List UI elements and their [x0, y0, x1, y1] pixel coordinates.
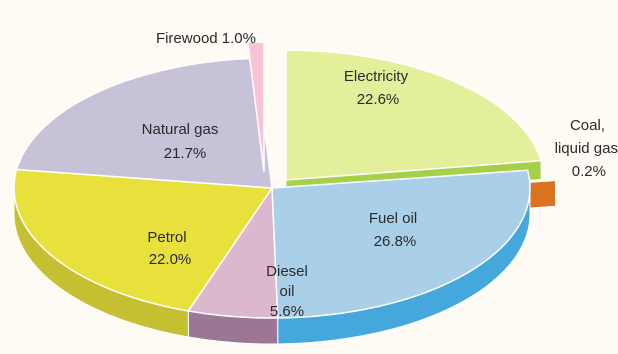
slice-natural-gas	[15, 57, 273, 189]
label-diesel-value: 5.6%	[270, 303, 304, 320]
label-natural-gas-value: 21.7%	[164, 145, 207, 162]
label-petrol: Petrol 22.0%	[147, 229, 191, 268]
slice-petrol	[13, 168, 274, 312]
slice-firewood	[246, 41, 265, 173]
slice-electricity	[285, 49, 543, 181]
label-diesel: Diesel oil 5.6%	[266, 263, 308, 320]
label-natural-gas-name: Natural gas	[142, 121, 219, 138]
label-electricity-name: Electricity	[344, 68, 409, 85]
label-diesel-name: Diesel	[266, 263, 308, 280]
label-electricity-value: 22.6%	[357, 91, 400, 108]
slice-fuel-oil	[271, 169, 531, 319]
label-diesel-name-2: oil	[279, 283, 294, 300]
label-firewood-text: Firewood 1.0%	[156, 30, 256, 47]
label-fuel-oil: Fuel oil 26.8%	[369, 210, 417, 250]
label-coal-name-2: liquid gas	[555, 140, 618, 157]
label-fuel-oil-name: Fuel oil	[369, 210, 417, 227]
label-coal: Coal, liquid gas 0.2%	[555, 117, 618, 180]
label-coal-value: 0.2%	[572, 163, 606, 180]
label-petrol-value: 22.0%	[149, 251, 192, 268]
label-natural-gas: Natural gas 21.7%	[142, 121, 219, 162]
label-electricity: Electricity 22.6%	[344, 68, 409, 108]
label-firewood: Firewood 1.0%	[156, 30, 256, 47]
label-petrol-name: Petrol	[147, 229, 186, 246]
label-coal-name: Coal,	[570, 117, 605, 134]
label-fuel-oil-value: 26.8%	[374, 233, 417, 250]
